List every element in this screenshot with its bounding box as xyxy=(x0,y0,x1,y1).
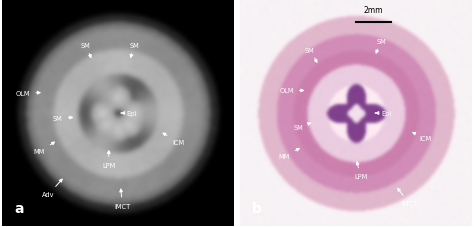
Text: ICM: ICM xyxy=(163,133,184,146)
Text: b: b xyxy=(252,201,262,215)
Text: IMCT: IMCT xyxy=(115,189,131,209)
Text: LPM: LPM xyxy=(102,151,115,168)
Text: SM: SM xyxy=(376,39,386,54)
Text: Adv: Adv xyxy=(42,179,62,197)
Text: MM: MM xyxy=(34,143,55,155)
Text: OLM: OLM xyxy=(16,90,40,96)
Text: SM: SM xyxy=(81,43,91,58)
Text: OLM: OLM xyxy=(279,88,303,94)
Text: SM: SM xyxy=(129,43,139,58)
Text: Epi: Epi xyxy=(121,111,137,116)
Text: MM: MM xyxy=(279,149,299,159)
Text: SM: SM xyxy=(293,123,310,130)
Text: ICM: ICM xyxy=(413,133,431,141)
Text: SM: SM xyxy=(305,48,317,63)
Text: IMCT: IMCT xyxy=(398,188,417,206)
Text: Epi: Epi xyxy=(375,111,391,116)
Text: 2mm: 2mm xyxy=(364,6,383,15)
Text: SM: SM xyxy=(53,115,73,121)
Text: a: a xyxy=(14,201,23,215)
Text: LPM: LPM xyxy=(354,162,367,179)
